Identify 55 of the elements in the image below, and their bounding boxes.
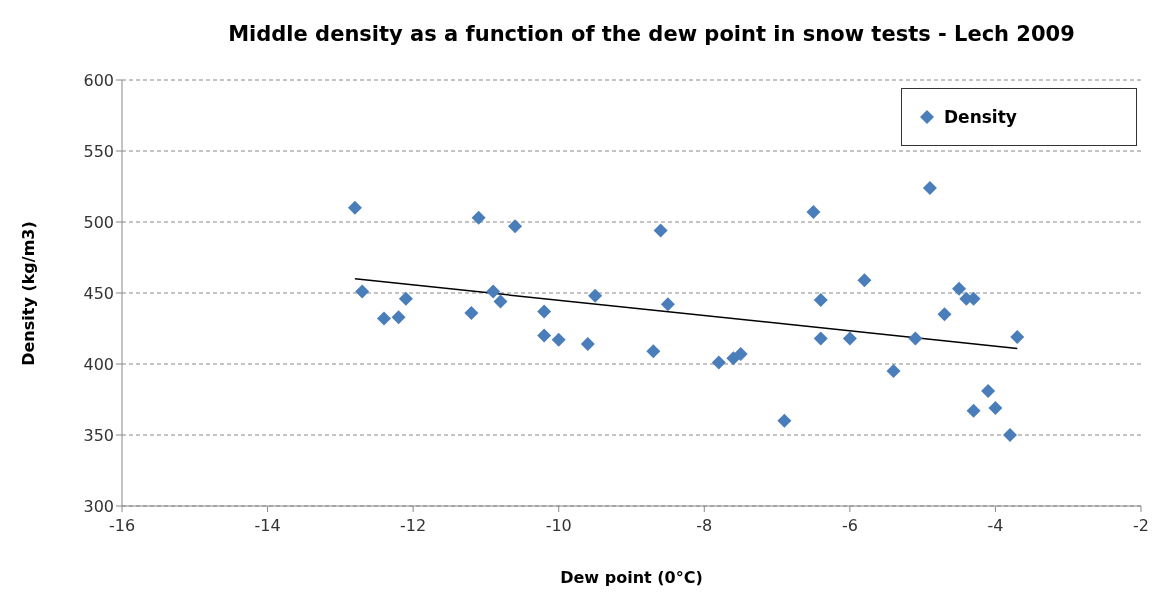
point xyxy=(988,401,1003,416)
point xyxy=(486,284,501,299)
y-axis-title: Density (kg/m3) xyxy=(18,220,38,366)
point xyxy=(857,273,872,288)
y-tick-label: 550 xyxy=(83,141,114,161)
y-tick-label: 350 xyxy=(83,425,114,445)
point xyxy=(588,288,603,303)
x-axis-title: Dew point (0°C) xyxy=(559,568,704,587)
point xyxy=(813,293,828,308)
x-tick-label: -14 xyxy=(254,516,281,536)
point xyxy=(537,304,552,319)
point xyxy=(966,403,981,418)
y-tick-label: 450 xyxy=(83,283,114,303)
x-tick-label: -10 xyxy=(545,516,572,536)
y-tick-label: 500 xyxy=(83,212,114,232)
x-tick-label: -6 xyxy=(841,516,858,536)
point xyxy=(551,332,566,347)
point xyxy=(508,219,523,234)
x-tick-label: -8 xyxy=(696,516,713,536)
point xyxy=(355,284,370,299)
point xyxy=(937,307,952,322)
point xyxy=(653,223,668,238)
point xyxy=(580,337,595,352)
point xyxy=(777,413,792,428)
point xyxy=(660,297,675,312)
point xyxy=(806,205,821,220)
point xyxy=(813,331,828,346)
x-tick-label: -12 xyxy=(400,516,427,536)
x-tick-label: -4 xyxy=(987,516,1004,536)
point xyxy=(981,383,996,398)
point xyxy=(1002,428,1017,442)
point xyxy=(493,294,508,309)
legend-label: Density xyxy=(944,107,1017,127)
y-tick-label: 400 xyxy=(83,354,114,374)
y-tick-label: 300 xyxy=(83,496,114,516)
y-tick-label: 600 xyxy=(83,70,114,90)
point xyxy=(886,364,901,379)
point xyxy=(922,180,937,195)
point xyxy=(391,310,406,325)
point xyxy=(711,355,726,370)
x-tick-label: -16 xyxy=(108,516,136,536)
point xyxy=(1010,330,1025,345)
point xyxy=(537,328,552,343)
point xyxy=(398,291,413,306)
point xyxy=(952,281,967,296)
x-tick-label: -2 xyxy=(1133,516,1149,536)
point xyxy=(733,347,748,362)
point xyxy=(471,210,486,225)
point xyxy=(646,344,661,359)
point xyxy=(347,200,362,215)
chart-title: Middle density as a function of the dew point in snow tests - Lech 2009 xyxy=(227,22,1076,46)
point xyxy=(842,331,857,346)
point xyxy=(377,311,392,326)
point xyxy=(464,305,479,320)
point xyxy=(908,331,923,346)
